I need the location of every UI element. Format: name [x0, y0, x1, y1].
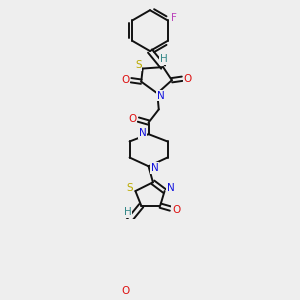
- Text: N: N: [167, 183, 174, 193]
- Text: H: H: [124, 207, 131, 217]
- Text: O: O: [128, 114, 136, 124]
- Text: O: O: [122, 286, 130, 296]
- Text: N: N: [151, 163, 158, 173]
- Text: F: F: [171, 13, 176, 23]
- Text: H: H: [160, 54, 168, 64]
- Text: S: S: [126, 183, 133, 193]
- Text: N: N: [139, 128, 147, 138]
- Text: S: S: [135, 60, 142, 70]
- Text: O: O: [172, 205, 180, 215]
- Text: O: O: [184, 74, 192, 84]
- Text: N: N: [157, 91, 165, 100]
- Text: O: O: [121, 75, 129, 85]
